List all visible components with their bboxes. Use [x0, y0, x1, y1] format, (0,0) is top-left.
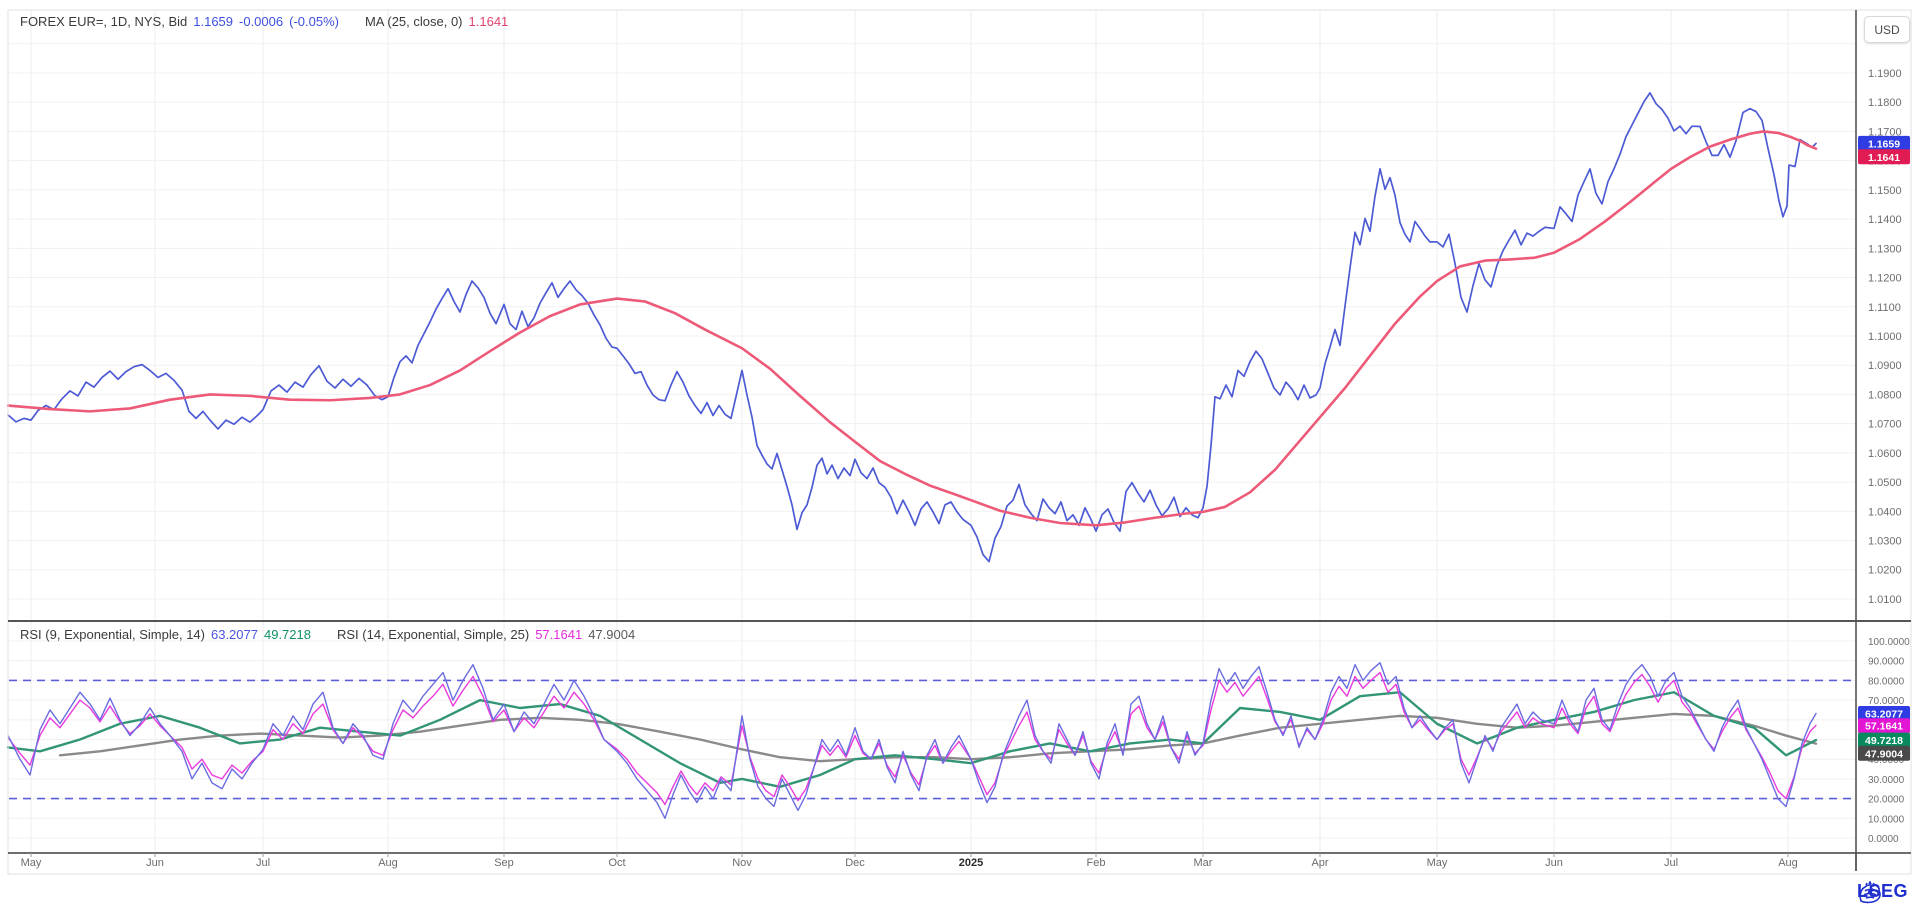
last-value-badge-text: 1.1641 [1868, 152, 1900, 164]
rsi-axis-label: 30.0000 [1868, 775, 1905, 786]
bid-value: 1.1659 [193, 14, 234, 29]
lseg-crest-icon [1859, 881, 1881, 904]
price-axis-label: 1.1300 [1868, 243, 1902, 255]
month-label: Jun [1545, 857, 1563, 869]
month-label: Aug [1778, 857, 1798, 869]
price-axis-label: 1.0900 [1868, 360, 1902, 372]
last-value-badge-text: 63.2077 [1865, 709, 1903, 721]
ma-legend-label: MA (25, close, 0) [364, 14, 463, 29]
rsi-axis-label: 80.0000 [1868, 676, 1905, 687]
month-label: Feb [1087, 857, 1106, 869]
rsi-legend: RSI (9, Exponential, Simple, 14) 63.2077… [20, 627, 635, 642]
price-axis-label: 1.1800 [1868, 97, 1902, 109]
price-axis-label: 1.1700 [1868, 126, 1902, 138]
month-label: May [21, 857, 42, 869]
axis-currency-button[interactable]: USD [1864, 16, 1910, 43]
month-label: Jun [146, 857, 164, 869]
rsi-axis-label: 90.0000 [1868, 657, 1905, 668]
lseg-logo-text: LSEG [1856, 881, 1908, 901]
price-axis-label: 1.1400 [1868, 214, 1902, 226]
price-panel[interactable] [9, 10, 1856, 621]
rsi14-label: RSI (14, Exponential, Simple, 25) [336, 627, 530, 642]
month-label: Apr [1311, 857, 1328, 869]
rsi14-avg-value: 47.9004 [588, 627, 636, 642]
last-value-badge-text: 47.9004 [1865, 748, 1903, 760]
rsi-axis-label: 100.0000 [1868, 637, 1910, 648]
change-value: -0.0006 [239, 14, 284, 29]
rsi9-value: 63.2077 [210, 627, 258, 642]
rsi14-avg-line [58, 712, 1818, 763]
price-axis-label: 1.1500 [1868, 185, 1902, 197]
month-label: Jul [1664, 857, 1678, 869]
last-value-badge-text: 1.1659 [1868, 138, 1900, 150]
last-value-badge [1858, 732, 1910, 748]
last-value-badge [1858, 135, 1910, 151]
ma-line [6, 130, 1818, 527]
rsi14-value: 57.1641 [535, 627, 583, 642]
instrument-title: FOREX EUR=, 1D, NYS, Bid [20, 14, 188, 29]
price-axis-label: 1.0400 [1868, 506, 1902, 518]
ma-legend-value: 1.1641 [468, 14, 509, 29]
rsi14-line [7, 671, 1817, 806]
last-value-badge [1858, 745, 1910, 761]
month-label: May [1427, 857, 1448, 869]
rsi9-label: RSI (9, Exponential, Simple, 14) [20, 627, 205, 642]
price-axis-label: 1.1100 [1868, 302, 1901, 314]
rsi-axis-label: 20.0000 [1868, 795, 1905, 806]
price-axis-label: 1.0100 [1868, 594, 1902, 606]
month-label: Aug [378, 857, 398, 869]
price-axis-label: 1.1900 [1868, 68, 1902, 80]
price-axis-label: 1.0600 [1868, 448, 1902, 460]
rsi9-avg-value: 49.7218 [263, 627, 311, 642]
month-label: Dec [845, 857, 865, 869]
month-label: Oct [608, 857, 625, 869]
price-axis-label: 1.0200 [1868, 565, 1902, 577]
month-label: Nov [732, 857, 752, 869]
price-line [7, 92, 1817, 563]
price-axis-label: 1.0800 [1868, 389, 1902, 401]
month-label: Sep [494, 857, 514, 869]
price-axis-label: 1.1000 [1868, 331, 1902, 343]
rsi-axis-label: 0.0000 [1868, 834, 1899, 845]
change-percent: (-0.05%) [289, 14, 339, 29]
price-axis-label: 1.0300 [1868, 536, 1902, 548]
month-label: 2025 [959, 857, 983, 869]
lseg-logo: LSEG [1856, 881, 1908, 904]
month-label: Mar [1194, 857, 1213, 869]
last-value-badge-text: 49.7218 [1865, 735, 1903, 747]
month-label: Jul [256, 857, 270, 869]
last-value-badge-text: 57.1641 [1865, 721, 1903, 733]
price-axis-label: 1.1200 [1868, 273, 1902, 285]
rsi-axis-label: 70.0000 [1868, 696, 1905, 707]
chart-frame [7, 9, 1912, 875]
price-axis-label: 1.0700 [1868, 419, 1902, 431]
rsi9-line [7, 662, 1817, 819]
price-axis-label: 1.0500 [1868, 477, 1902, 489]
last-value-badge [1858, 706, 1910, 721]
rsi-axis-label: 10.0000 [1868, 814, 1905, 825]
rsi9-avg-line [6, 691, 1818, 788]
last-value-badge [1858, 718, 1910, 734]
price-legend: FOREX EUR=, 1D, NYS, Bid 1.1659 -0.0006 … [20, 14, 508, 29]
last-value-badge [1858, 149, 1910, 165]
